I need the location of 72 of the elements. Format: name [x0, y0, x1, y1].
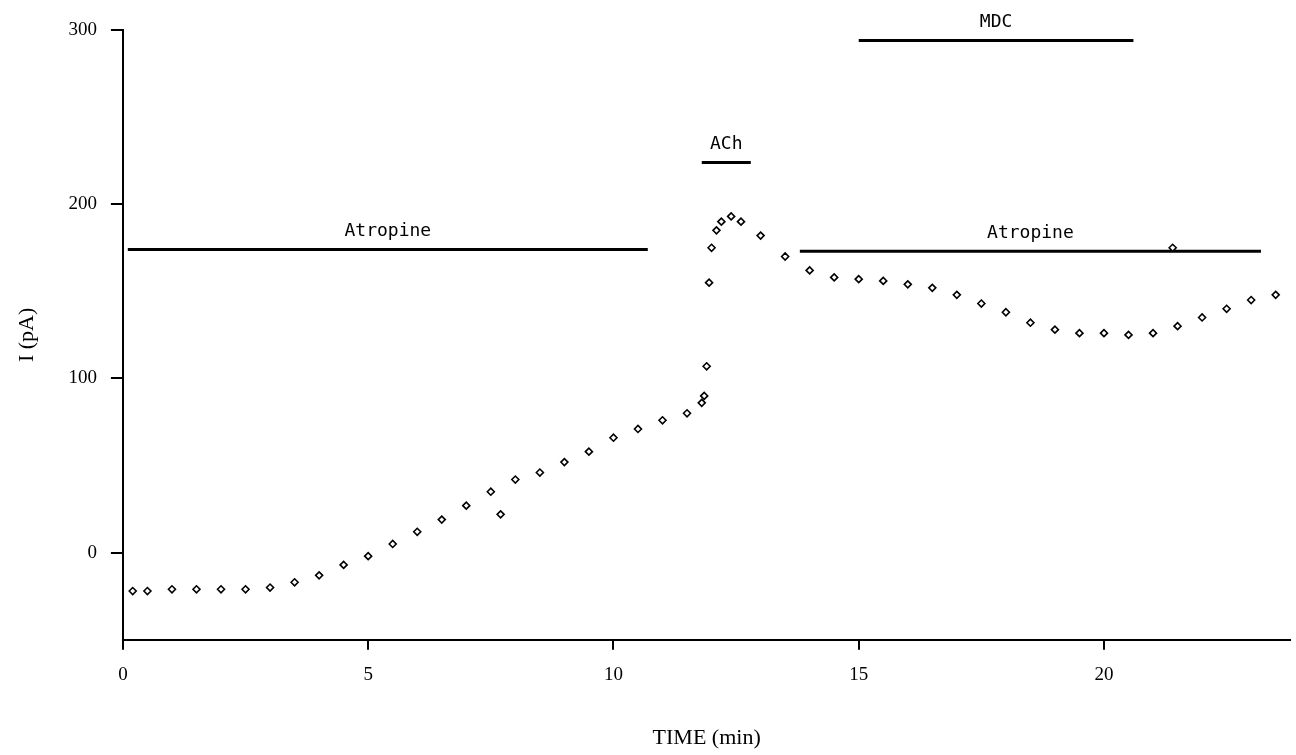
- point: [584, 447, 594, 456]
- point: [977, 299, 986, 308]
- point: [704, 278, 714, 287]
- point: [363, 551, 373, 561]
- point: [699, 391, 709, 401]
- point: [486, 487, 496, 497]
- point: [388, 539, 397, 549]
- point: [805, 266, 814, 275]
- point: [1197, 313, 1207, 322]
- point: [658, 415, 667, 425]
- point: [535, 468, 545, 477]
- point: [736, 217, 746, 226]
- y-tick-label: 100: [68, 366, 97, 388]
- series-label: MDC: [979, 10, 1013, 32]
- point: [717, 217, 726, 226]
- point: [314, 571, 324, 580]
- point: [633, 424, 643, 434]
- point: [1173, 321, 1182, 331]
- point: [707, 243, 716, 253]
- point: [1222, 304, 1231, 314]
- x-tick-label: 15: [849, 663, 869, 685]
- point: [829, 273, 839, 282]
- point: [1271, 290, 1280, 300]
- point: [128, 586, 138, 596]
- series-label: Atropine: [344, 219, 432, 241]
- x-tick-label: 20: [1094, 663, 1114, 685]
- point: [682, 409, 692, 418]
- x-tick-label: 5: [363, 663, 373, 685]
- point: [1099, 328, 1109, 338]
- x-tick-label: 0: [118, 663, 128, 685]
- point: [560, 457, 569, 467]
- point: [412, 527, 422, 537]
- x-tick-label: 10: [603, 663, 623, 685]
- series-label: Atropine: [987, 220, 1074, 242]
- point: [1050, 325, 1060, 334]
- point: [461, 501, 471, 510]
- point: [511, 475, 520, 484]
- point: [265, 583, 275, 592]
- point: [167, 584, 177, 594]
- x-axis-title: TIME (min): [652, 723, 761, 749]
- point: [290, 578, 299, 587]
- point: [1148, 328, 1158, 338]
- point: [339, 560, 348, 570]
- point: [756, 231, 765, 240]
- point: [496, 510, 505, 519]
- point: [854, 274, 864, 284]
- point: [1026, 318, 1035, 327]
- y-axis-title: I (pA): [12, 307, 38, 363]
- point: [697, 398, 707, 408]
- point: [903, 280, 913, 289]
- point: [143, 586, 152, 596]
- y-tick-label: 300: [68, 17, 97, 39]
- point: [1001, 307, 1011, 317]
- point: [1075, 328, 1084, 338]
- series-label: ACh: [710, 132, 743, 154]
- point: [952, 290, 962, 300]
- point: [609, 433, 618, 442]
- point: [878, 276, 888, 286]
- y-tick-label: 200: [68, 192, 97, 214]
- point: [216, 584, 226, 594]
- point: [192, 584, 201, 594]
- point: [712, 226, 721, 235]
- point: [437, 515, 447, 524]
- point: [241, 584, 250, 594]
- point: [1168, 243, 1177, 253]
- point: [726, 212, 736, 221]
- point: [702, 361, 711, 371]
- point: [1124, 330, 1133, 340]
- point: [1246, 295, 1256, 305]
- point: [928, 283, 937, 293]
- y-tick-label: 0: [87, 540, 97, 562]
- point: [780, 252, 790, 261]
